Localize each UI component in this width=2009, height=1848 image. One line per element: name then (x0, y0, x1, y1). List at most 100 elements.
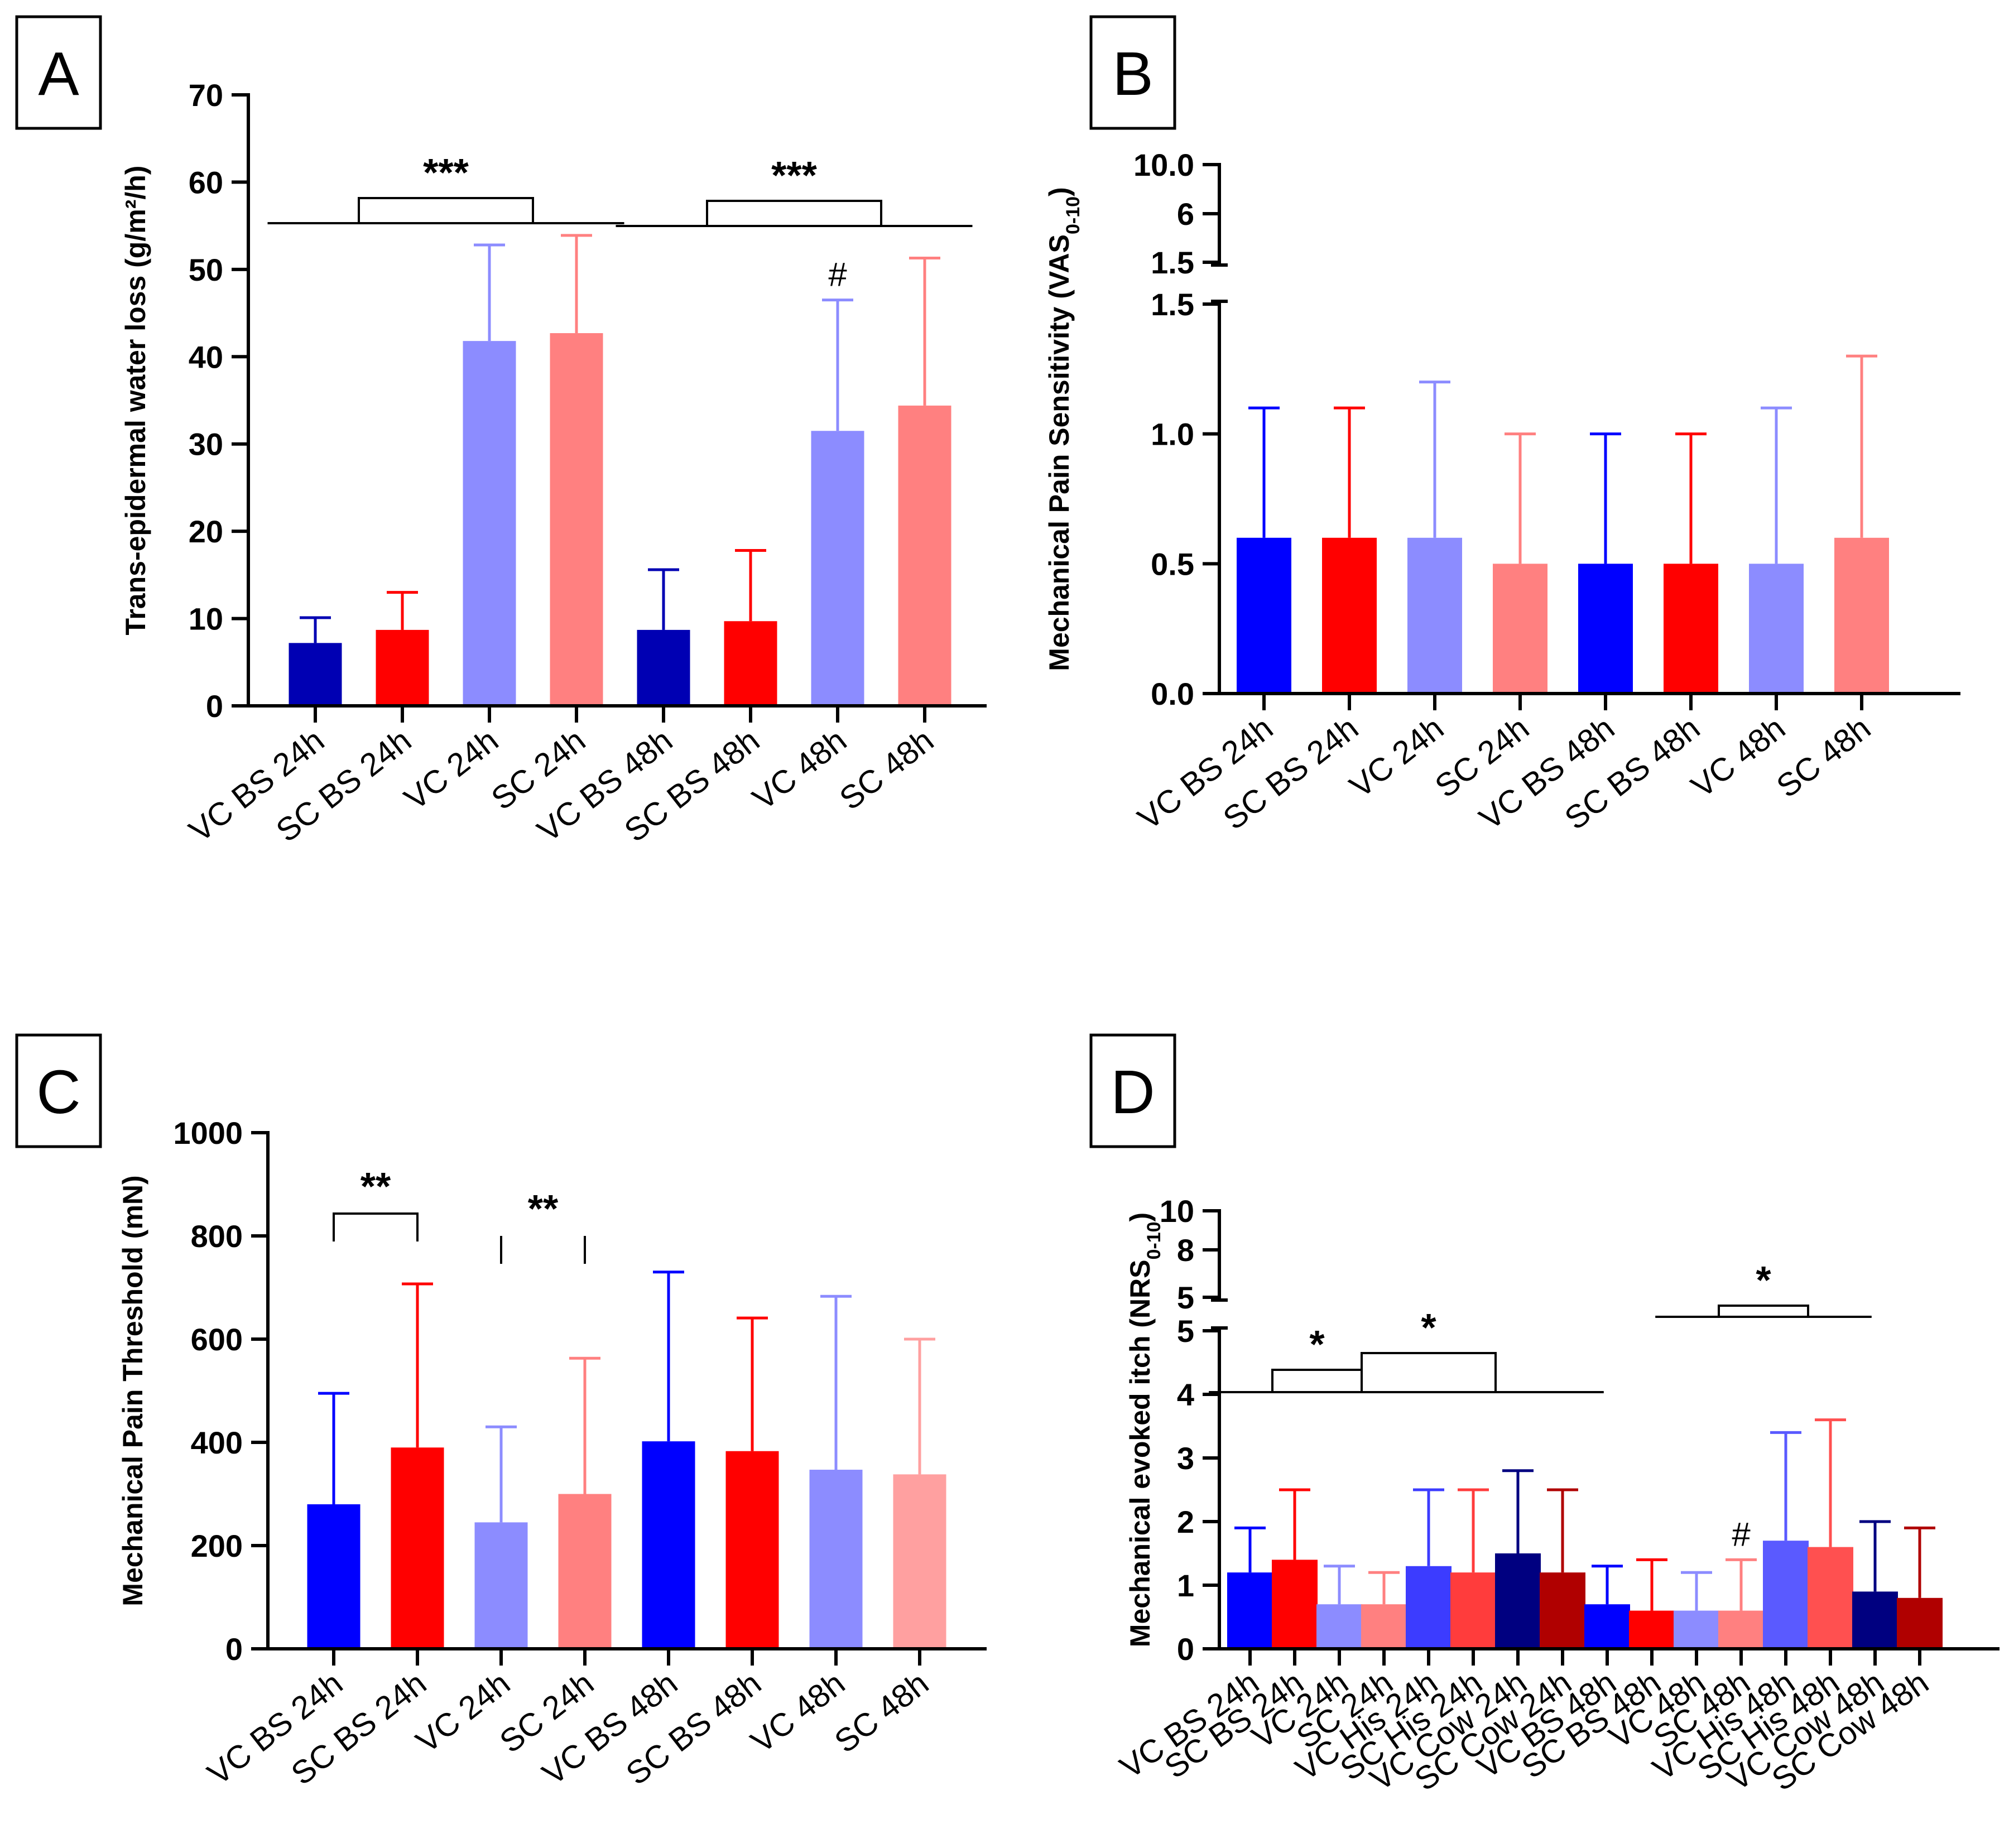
bar (1808, 1547, 1853, 1649)
y-tick-label: 1.0 (1151, 417, 1194, 452)
x-tick-label: VC 24h (410, 1665, 517, 1760)
y-tick-label: 5 (1177, 1280, 1194, 1315)
error-bar (653, 1270, 684, 1442)
bar (809, 1470, 863, 1649)
y-axis-title-main: Mechanical Pain Sensitivity (VAS (1044, 234, 1075, 671)
y-tick-label: 10 (189, 601, 223, 637)
error-bar (1681, 1571, 1712, 1611)
bar (642, 1441, 695, 1649)
x-tick-label: VC 48h (746, 722, 853, 817)
x-tick-label: SC 48h (1770, 710, 1877, 805)
error-bar (822, 299, 853, 431)
y-axis-title: Trans-epidermal water loss (g/m²/h) (120, 166, 151, 636)
y-tick-label: 8 (1177, 1233, 1194, 1268)
significance-bracket (616, 200, 973, 227)
y-tick-label: 70 (189, 78, 223, 113)
bracket-connector (1361, 1352, 1497, 1392)
error-bar (1368, 1571, 1400, 1605)
error-bar (1770, 1431, 1801, 1541)
y-tick-label: 10.0 (1133, 147, 1194, 182)
error-bar (1590, 432, 1621, 564)
bar (1584, 1604, 1630, 1649)
bracket-connector (358, 197, 534, 223)
x-tick-label: VC 48h (1685, 710, 1792, 805)
bracket-connector (1718, 1305, 1809, 1317)
error-bar (1846, 354, 1877, 538)
panel-label-box (1089, 1033, 1176, 1148)
panel-label-box (1089, 15, 1176, 130)
significance-stars: *** (771, 153, 817, 197)
bar (893, 1474, 946, 1649)
error-bar (1413, 1488, 1444, 1566)
y-tick-label: 400 (191, 1425, 243, 1460)
y-tick-label: 600 (191, 1322, 243, 1357)
bar (637, 629, 690, 706)
y-tick-label: 30 (189, 427, 223, 462)
significance-bracket (500, 1236, 586, 1264)
bar (1272, 1560, 1318, 1649)
y-tick-label: 1.5 (1151, 287, 1194, 322)
error-bar (1592, 1565, 1623, 1605)
x-tick-label: VC 24h (398, 722, 505, 817)
bar (1852, 1591, 1898, 1649)
y-tick-label: 0.0 (1151, 676, 1194, 711)
bar (1749, 564, 1804, 694)
error-bar (1761, 406, 1792, 564)
error-bar (402, 1282, 433, 1448)
bar (474, 1522, 528, 1649)
error-bar (904, 1337, 935, 1475)
y-tick-label: 2 (1177, 1504, 1194, 1539)
x-tick-label: VC 24h (1343, 710, 1450, 805)
bar (1664, 564, 1718, 694)
bar (376, 629, 429, 706)
y-tick-label: 50 (189, 252, 223, 287)
bar (1407, 537, 1462, 694)
y-tick-label: 800 (191, 1219, 243, 1254)
error-bar (1419, 381, 1450, 538)
bar (391, 1447, 444, 1649)
bar (1674, 1610, 1719, 1649)
error-bar (1636, 1558, 1667, 1611)
error-bar (1234, 1526, 1266, 1573)
bar (558, 1494, 612, 1649)
error-bar (1502, 1469, 1534, 1553)
y-tick-label: 20 (189, 514, 223, 549)
y-tick-label: 1 (1177, 1568, 1194, 1603)
error-bar (737, 1316, 768, 1451)
bar (725, 1451, 779, 1649)
bar (550, 333, 603, 706)
error-bar (1458, 1488, 1489, 1573)
y-axis-title-sub: 0-10 (1143, 1221, 1165, 1259)
error-bar (1334, 406, 1365, 538)
error-bar (561, 234, 592, 334)
error-bar (909, 257, 940, 406)
bar (1763, 1541, 1809, 1649)
significance-hash: # (828, 256, 847, 293)
x-tick-label: SC 48h (828, 1665, 935, 1760)
error-bar (1248, 406, 1280, 538)
panel-label: B (1112, 40, 1153, 108)
bar (1629, 1610, 1675, 1649)
y-axis-title-end: ) (1124, 1212, 1156, 1222)
bar (1493, 564, 1547, 694)
error-bar (1726, 1558, 1757, 1611)
x-tick-label: VC 48h (744, 1665, 852, 1760)
bar (1406, 1566, 1452, 1649)
error-bar (318, 1392, 349, 1504)
y-tick-label: 200 (191, 1528, 243, 1563)
bar (307, 1504, 361, 1649)
y-tick-label: 1.5 (1151, 245, 1194, 280)
bar (1227, 1572, 1273, 1649)
error-bar (300, 616, 331, 643)
y-tick-label: 5 (1177, 1313, 1194, 1349)
error-bar (569, 1356, 600, 1494)
bar (1361, 1604, 1407, 1649)
error-bar (735, 549, 766, 622)
significance-bracket (1655, 1305, 1872, 1318)
bar (1540, 1572, 1585, 1649)
bar (1450, 1572, 1496, 1649)
y-axis-title-sub: 0-10 (1063, 196, 1084, 234)
bar (1495, 1553, 1541, 1649)
